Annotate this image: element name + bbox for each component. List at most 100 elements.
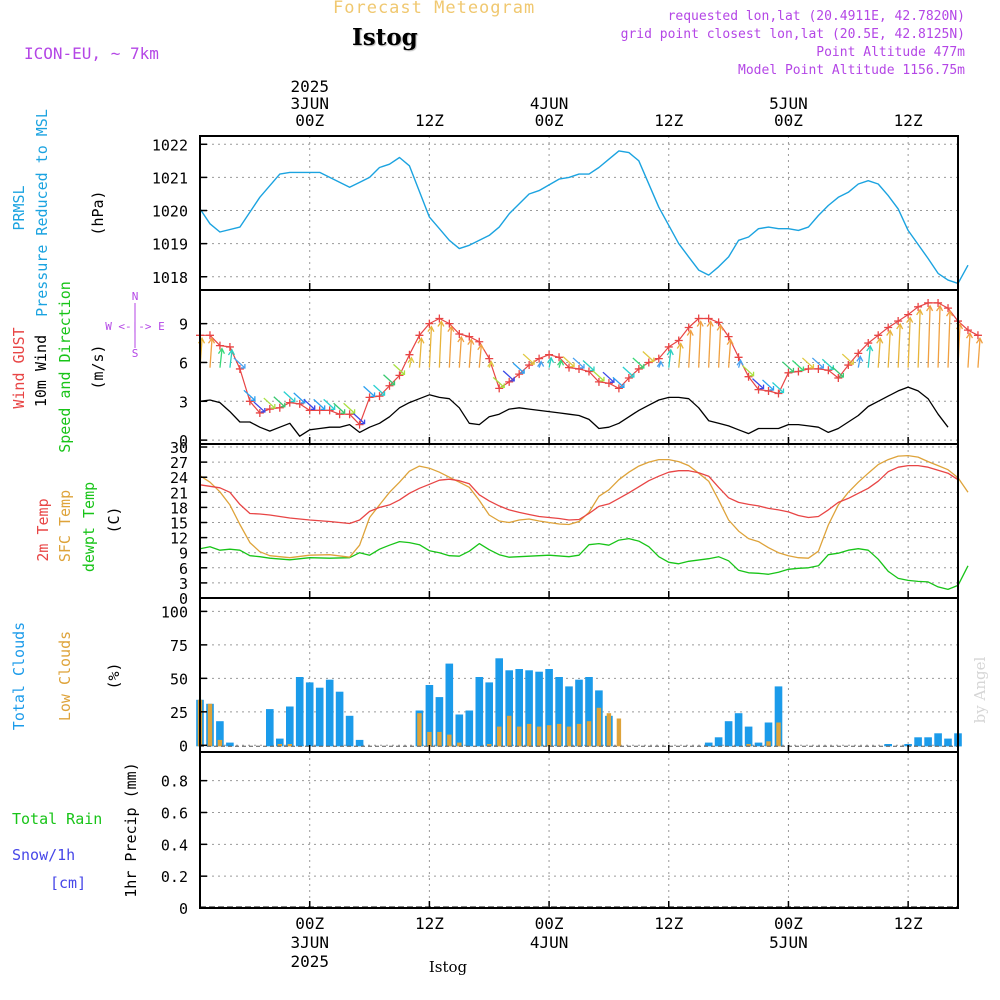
wind-arrowhead — [789, 367, 795, 373]
info-model-altitude: Model Point Altitude 1156.75m — [738, 63, 965, 78]
wind-direction-arrow — [937, 306, 941, 368]
y-tick-label: 1020 — [152, 203, 188, 221]
total-clouds-bar — [525, 670, 533, 747]
gust-label: Wind GUST — [10, 327, 28, 408]
wind-direction-arrow — [548, 358, 552, 368]
wind-direction-arrow — [762, 379, 774, 391]
gust-marker — [654, 354, 663, 363]
wind-direction-arrow — [782, 361, 794, 373]
gust-marker — [834, 374, 843, 382]
wind-direction-arrow — [678, 344, 682, 368]
wind-arrowhead — [477, 343, 485, 351]
wind-direction-arrow — [343, 402, 356, 414]
gust-marker — [225, 342, 234, 351]
sfc-line — [199, 454, 969, 559]
gust-marker — [315, 406, 324, 415]
wind-direction-arrow — [668, 350, 672, 368]
wind-direction-arrow — [737, 361, 742, 368]
wind-direction-arrow — [572, 357, 585, 369]
wind-arrowhead — [537, 360, 545, 367]
total-clouds-bar — [944, 738, 952, 747]
wind-arrowhead — [686, 329, 694, 336]
dewpt-label: dewpt Temp — [80, 482, 98, 572]
wind-direction-arrow — [468, 340, 472, 368]
y-tick-label: 30 — [170, 439, 188, 457]
wind-arrowhead — [310, 405, 316, 411]
low-clouds-label: Low Clouds — [56, 631, 74, 721]
gust-marker — [385, 381, 394, 390]
wind-arrowhead — [207, 337, 216, 344]
gust-marker — [694, 314, 703, 323]
temp-unit: (C) — [105, 506, 123, 533]
wind-arrowhead — [809, 363, 815, 369]
panel-frames — [199, 135, 959, 909]
wind-direction-arrow — [363, 385, 375, 397]
low-clouds-bar — [487, 744, 492, 747]
low-clouds-bar — [427, 731, 432, 747]
total-clouds-bar — [505, 670, 513, 747]
wind-direction-arrow — [562, 356, 575, 368]
wind-direction-arrow — [622, 366, 635, 378]
total-clouds-bar — [315, 687, 324, 747]
wind-arrowhead — [250, 396, 256, 401]
total-clouds-bar — [305, 682, 314, 747]
total-clouds-bar — [884, 744, 892, 747]
wind-direction-arrow — [821, 358, 834, 370]
wind-arrowhead — [819, 363, 825, 369]
total-clouds-bar — [355, 739, 364, 747]
gust-marker — [305, 406, 314, 415]
low-clouds-bar — [586, 721, 592, 747]
gust-marker — [844, 361, 853, 370]
top-time-label: 00Z — [295, 111, 324, 130]
gust-marker — [295, 399, 304, 408]
gust-marker — [814, 364, 823, 373]
total-clouds-bar — [465, 710, 474, 747]
gust-marker — [634, 364, 643, 373]
wind-direction-arrow — [458, 337, 462, 368]
y-tick-label: 0.8 — [161, 773, 188, 791]
bottom-time-label: 12Z — [894, 914, 923, 933]
wind-direction-arrow — [408, 358, 413, 368]
total-clouds-bar — [565, 686, 573, 747]
wind-arrowhead — [407, 356, 415, 364]
wind-direction-arrow — [772, 382, 784, 394]
wind-direction-arrow — [492, 376, 505, 388]
wind-arrowhead — [390, 380, 396, 386]
wind-direction-arrow — [857, 357, 861, 368]
wind-direction-arrow — [727, 340, 732, 368]
wind-direction-arrow — [558, 361, 562, 368]
wind-arrowhead — [320, 405, 326, 411]
wind-arrowhead — [866, 344, 874, 352]
wind-arrowhead — [856, 355, 864, 362]
y-tick-label: 1022 — [152, 136, 188, 154]
y-tick-label: 0.4 — [161, 836, 188, 854]
wind-arrowhead — [437, 320, 445, 327]
wind-arrowhead — [639, 363, 645, 369]
wind-direction-arrow — [538, 362, 542, 368]
gust-marker — [415, 331, 424, 340]
chart-title: Forecast Meteogram — [333, 0, 536, 18]
wind-arrowhead — [589, 366, 595, 372]
wind-arrowhead — [330, 405, 336, 411]
gust-marker — [794, 367, 803, 376]
wind-direction-arrow — [502, 370, 515, 382]
wind-direction-arrow — [303, 398, 316, 410]
dewpt-line — [199, 537, 969, 591]
wind-direction-arrow — [488, 362, 492, 368]
wind-arrowhead — [736, 359, 744, 366]
wind-direction-arrow — [438, 322, 443, 368]
low-clouds-bar — [417, 713, 422, 747]
total-clouds-bar — [475, 677, 484, 747]
wind-arrowhead — [706, 320, 714, 327]
wind-direction-arrow — [283, 391, 296, 403]
gust-marker — [924, 298, 933, 307]
total-clouds-label: Total Clouds — [10, 622, 28, 730]
wind-direction-arrow — [233, 357, 246, 369]
gust-marker — [724, 332, 733, 341]
total-clouds-bar — [295, 677, 304, 747]
bottom-time-label: 00Z — [535, 914, 564, 933]
wind-direction-arrow — [632, 357, 645, 369]
gust-marker — [575, 364, 583, 373]
wind-direction-arrow — [927, 306, 931, 368]
